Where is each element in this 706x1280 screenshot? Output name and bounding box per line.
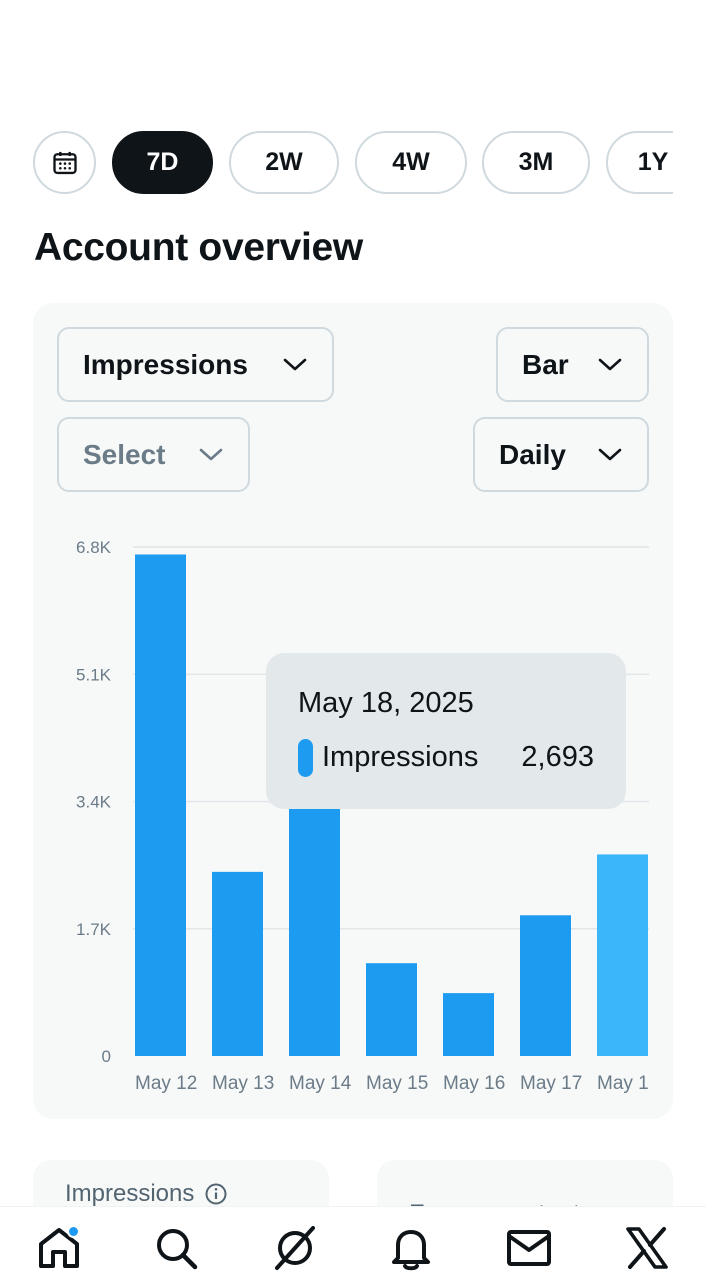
grok-icon [275, 1226, 315, 1270]
x-tick-label: May 12 [135, 1073, 197, 1094]
chart-type-dropdown[interactable]: Bar [496, 327, 649, 402]
bar-may-16[interactable] [443, 993, 494, 1056]
chevron-down-icon [597, 447, 623, 463]
x-tick-label: May 16 [443, 1073, 505, 1094]
messages-icon [507, 1230, 551, 1266]
x-premium-icon [626, 1227, 668, 1269]
tooltip-series-label: Impressions [322, 741, 479, 773]
calendar-button[interactable] [33, 131, 96, 194]
metric-dropdown-label: Impressions [83, 348, 248, 380]
chevron-down-icon [597, 357, 623, 373]
nav-search[interactable] [151, 1223, 201, 1273]
tooltip-series-swatch [298, 739, 313, 777]
x-tick-label: May 17 [520, 1073, 582, 1094]
notification-dot [67, 1225, 80, 1238]
nav-notifications[interactable] [386, 1223, 436, 1273]
interval-dropdown[interactable]: Daily [473, 417, 649, 492]
range-4w-button[interactable]: 4W [355, 131, 467, 194]
home-icon [39, 1228, 79, 1268]
x-tick-label: May 1 [597, 1073, 649, 1094]
compare-dropdown[interactable]: Select [57, 417, 250, 492]
y-tick-label: 1.7K [76, 920, 112, 939]
tooltip-value: 2,693 [521, 741, 594, 773]
nav-home[interactable] [34, 1223, 84, 1273]
chevron-down-icon [282, 357, 308, 373]
compare-dropdown-label: Select [83, 438, 166, 470]
y-tick-label: 5.1K [76, 665, 112, 684]
info-icon[interactable] [204, 1182, 228, 1206]
bottom-navigation [0, 1206, 706, 1280]
range-2w-button[interactable]: 2W [229, 131, 339, 194]
y-tick-label: 6.8K [76, 538, 112, 557]
bar-may-12[interactable] [135, 554, 186, 1056]
date-range-selector: 7D 2W 4W 3M 1Y [33, 131, 673, 195]
calendar-icon [52, 151, 77, 174]
overview-chart-card: Impressions Bar Select Daily 6.8K 5.1K 3.4… [33, 303, 673, 1119]
bar-may-14[interactable] [289, 807, 340, 1056]
interval-dropdown-label: Daily [499, 438, 566, 470]
search-icon [157, 1229, 198, 1270]
metric-card-label: Impressions [65, 1180, 228, 1208]
nav-grok[interactable] [270, 1223, 320, 1273]
metric-dropdown[interactable]: Impressions [57, 327, 334, 402]
y-tick-label: 3.4K [76, 793, 112, 812]
range-1y-button[interactable]: 1Y [606, 131, 673, 194]
bar-may-17[interactable] [520, 915, 571, 1056]
bar-may-13[interactable] [212, 871, 263, 1056]
range-7d-button[interactable]: 7D [112, 131, 213, 194]
x-tick-label: May 14 [289, 1073, 352, 1094]
impressions-card-title: Impressions [65, 1180, 195, 1207]
range-3m-button[interactable]: 3M [482, 131, 590, 194]
chevron-down-icon [198, 447, 224, 463]
chart-type-label: Bar [522, 348, 569, 380]
nav-messages[interactable] [504, 1223, 554, 1273]
y-tick-label: 0 [102, 1047, 111, 1066]
x-tick-label: May 15 [366, 1073, 428, 1094]
x-tick-label: May 13 [212, 1073, 274, 1094]
bar-may-15[interactable] [366, 963, 417, 1056]
nav-x[interactable] [622, 1223, 672, 1273]
impressions-bar-chart: 6.8K 5.1K 3.4K 1.7K 0 May 12 May 13 May 14 May 1… [76, 538, 649, 1094]
chart-tooltip: May 18, 2025 Impressions 2,693 [266, 653, 626, 809]
tooltip-date: May 18, 2025 [298, 687, 474, 719]
notifications-icon [392, 1230, 430, 1271]
bar-may-18[interactable] [597, 854, 648, 1056]
page-title: Account overview [34, 226, 363, 269]
